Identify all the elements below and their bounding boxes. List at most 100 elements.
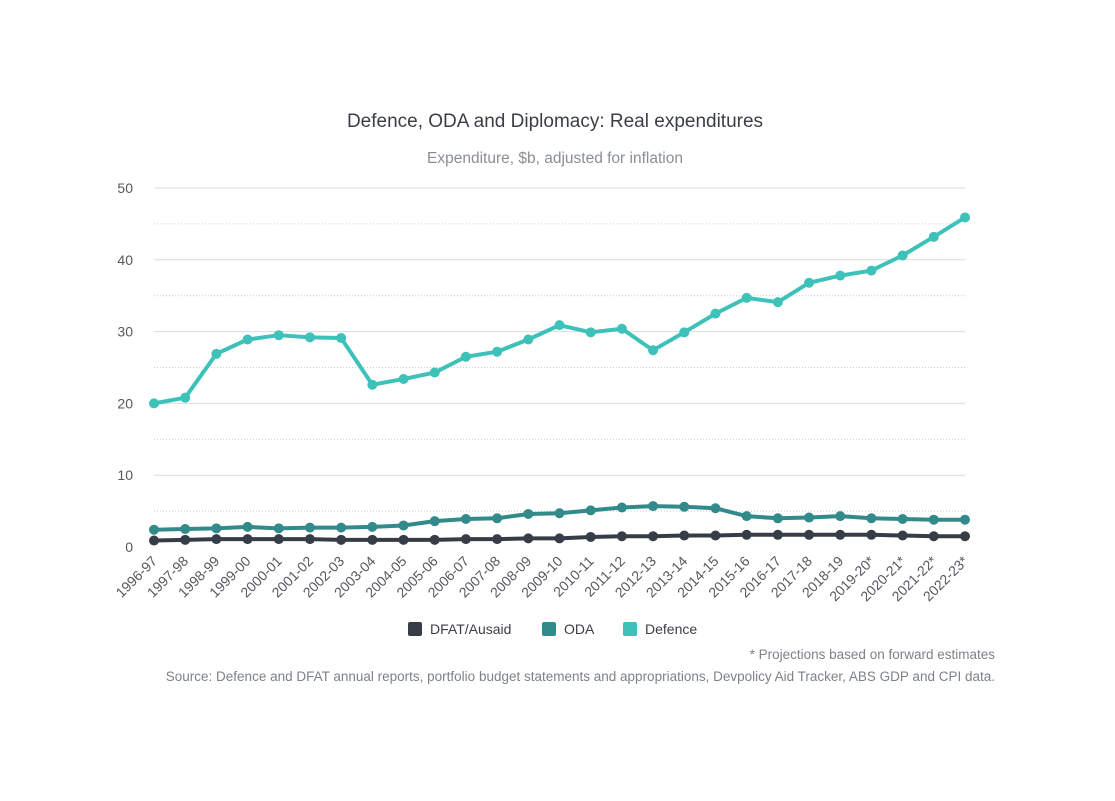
data-point-defence <box>960 212 970 223</box>
legend-swatch-dfat <box>408 622 422 636</box>
y-tick-label: 10 <box>117 467 133 483</box>
data-point-dfat <box>211 534 222 545</box>
data-point-dfat <box>928 531 939 542</box>
legend-label-defence: Defence <box>645 621 697 637</box>
data-point-defence <box>304 332 315 343</box>
y-tick-label: 0 <box>125 539 133 555</box>
data-point-dfat <box>273 534 284 545</box>
data-point-defence <box>679 327 690 338</box>
data-point-defence <box>616 323 627 334</box>
data-point-defence <box>585 327 596 338</box>
source-note: Source: Defence and DFAT annual reports,… <box>166 669 995 684</box>
data-point-oda <box>835 511 846 522</box>
data-point-dfat <box>804 529 815 540</box>
data-point-dfat <box>336 534 347 545</box>
data-point-defence <box>242 334 253 345</box>
data-point-defence <box>554 320 565 331</box>
data-point-oda <box>741 511 752 522</box>
data-point-oda <box>367 521 378 532</box>
data-point-defence <box>429 367 440 378</box>
legend-item-oda[interactable]: ODA <box>542 621 595 637</box>
legend-label-dfat: DFAT/Ausaid <box>430 621 511 637</box>
data-point-defence <box>710 308 721 319</box>
data-point-oda <box>772 513 783 524</box>
legend-item-dfat[interactable]: DFAT/Ausaid <box>408 621 511 637</box>
data-point-dfat <box>242 534 253 545</box>
data-point-oda <box>523 508 534 519</box>
data-point-oda <box>679 501 690 512</box>
data-point-defence <box>336 333 347 344</box>
grid-lines <box>154 187 965 512</box>
data-point-oda <box>336 522 347 533</box>
data-point-oda <box>211 523 222 534</box>
legend-swatch-oda <box>542 622 556 636</box>
data-point-defence <box>866 265 877 276</box>
series-line-defence <box>152 215 967 406</box>
series-dfat <box>149 529 970 546</box>
data-point-oda <box>304 522 315 533</box>
data-point-oda <box>866 513 877 524</box>
data-point-dfat <box>648 531 659 542</box>
data-point-dfat <box>741 529 752 540</box>
legend-swatch-defence <box>623 622 637 636</box>
data-point-dfat <box>523 533 534 544</box>
x-axis-ticks: 1996-971997-981998-991999-002000-012001-… <box>112 552 971 604</box>
data-point-dfat <box>398 534 409 545</box>
footnote: * Projections based on forward estimates <box>750 647 996 662</box>
data-point-defence <box>180 392 191 403</box>
data-point-dfat <box>180 534 191 545</box>
data-point-defence <box>741 292 752 303</box>
data-point-dfat <box>304 534 315 545</box>
data-point-defence <box>398 373 409 384</box>
series-oda <box>149 501 970 535</box>
data-point-dfat <box>710 530 721 541</box>
data-point-oda <box>960 514 970 525</box>
data-point-oda <box>554 508 565 519</box>
data-point-dfat <box>492 534 503 545</box>
data-point-oda <box>180 524 191 535</box>
legend-item-defence[interactable]: Defence <box>623 621 697 637</box>
data-point-dfat <box>772 529 783 540</box>
series-lines <box>149 212 970 546</box>
data-point-oda <box>492 513 503 524</box>
legend-label-oda: ODA <box>564 621 595 637</box>
data-point-oda <box>242 521 253 532</box>
data-point-dfat <box>585 531 596 542</box>
data-point-dfat <box>960 531 970 542</box>
y-tick-label: 40 <box>117 252 133 268</box>
data-point-oda <box>149 524 159 535</box>
data-point-defence <box>367 379 378 390</box>
data-point-dfat <box>866 529 877 540</box>
data-point-oda <box>429 516 440 527</box>
data-point-oda <box>585 505 596 516</box>
data-point-defence <box>804 277 815 288</box>
chart-title: Defence, ODA and Diplomacy: Real expendi… <box>347 111 763 132</box>
data-point-oda <box>928 514 939 525</box>
data-point-oda <box>648 501 659 512</box>
data-point-defence <box>648 345 659 356</box>
data-point-oda <box>398 520 409 531</box>
data-point-defence <box>273 330 284 341</box>
data-point-oda <box>804 512 815 523</box>
data-point-defence <box>149 398 159 409</box>
data-point-defence <box>211 348 222 359</box>
y-tick-label: 30 <box>117 324 133 340</box>
data-point-dfat <box>897 530 908 541</box>
data-point-dfat <box>835 529 846 540</box>
data-point-defence <box>897 250 908 261</box>
data-point-defence <box>772 297 783 308</box>
data-point-dfat <box>616 531 627 542</box>
data-point-dfat <box>149 535 159 546</box>
data-point-defence <box>835 270 846 281</box>
data-point-dfat <box>679 530 690 541</box>
data-point-oda <box>460 513 471 524</box>
data-point-oda <box>710 503 721 514</box>
y-tick-label: 20 <box>117 395 133 411</box>
chart-subtitle: Expenditure, $b, adjusted for inflation <box>427 150 683 167</box>
data-point-dfat <box>429 534 440 545</box>
y-tick-label: 50 <box>117 180 133 196</box>
data-point-defence <box>523 334 534 345</box>
y-axis-ticks: 0 10 20 30 40 50 <box>117 180 133 555</box>
